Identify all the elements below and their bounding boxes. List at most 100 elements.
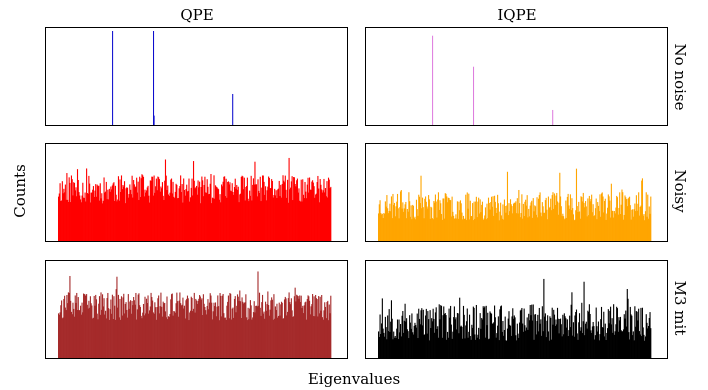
iqpe-m3-bar-269 bbox=[581, 333, 584, 358]
iqpe-m3-bar-3 bbox=[380, 333, 382, 358]
qpe-m3-bar-184 bbox=[197, 300, 199, 358]
iqpe-m3-bar-117 bbox=[466, 308, 468, 358]
iqpe-noisy-bar-247 bbox=[565, 200, 567, 241]
qpe-noisy-bar-259 bbox=[254, 161, 256, 241]
iqpe-noisy-bar-95 bbox=[450, 200, 452, 241]
qpe-noisy-bar-170 bbox=[186, 191, 189, 241]
iqpe-m3-bar-268 bbox=[581, 302, 583, 358]
iqpe-m3-bar-217 bbox=[542, 331, 544, 358]
iqpe-noisy-bar-274 bbox=[585, 206, 587, 241]
qpe-noisy-bar-280 bbox=[270, 188, 272, 241]
iqpe-noisy-bar-189 bbox=[521, 194, 523, 241]
iqpe-m3-bar-196 bbox=[526, 317, 528, 358]
qpe-noisy-bar-297 bbox=[283, 180, 285, 241]
iqpe-m3-bar-62 bbox=[425, 315, 427, 358]
iqpe-noisy-bar-253 bbox=[569, 194, 571, 241]
qpe-noisy-bar-67 bbox=[108, 188, 110, 241]
iqpe-m3-bar-176 bbox=[511, 316, 513, 358]
qpe-m3-bar-334 bbox=[311, 304, 313, 358]
iqpe-noisy-bar-68 bbox=[429, 218, 431, 241]
iqpe-m3-bar-303 bbox=[607, 309, 609, 358]
iqpe-m3-bar-243 bbox=[562, 314, 564, 358]
qpe-m3-bar-319 bbox=[299, 302, 302, 358]
qpe-m3-bar-307 bbox=[290, 298, 292, 358]
iqpe-noisy-bar-326 bbox=[625, 197, 627, 241]
qpe-m3-bar-92 bbox=[127, 294, 129, 358]
iqpe-noisy-bar-264 bbox=[578, 201, 580, 241]
qpe-noisy-bar-234 bbox=[235, 188, 237, 241]
qpe-m3-bar-146 bbox=[168, 316, 170, 358]
iqpe-noisy-bar-57 bbox=[421, 208, 423, 241]
iqpe-noisy-bar-301 bbox=[606, 213, 608, 241]
iqpe-noisy-bar-248 bbox=[566, 217, 568, 241]
iqpe-noisy-bar-266 bbox=[579, 218, 581, 241]
iqpe-noisy-bar-10 bbox=[385, 206, 387, 241]
qpe-noisy-bar-50 bbox=[95, 196, 98, 241]
qpe-m3-bar-270 bbox=[262, 313, 264, 358]
iqpe-m3-bar-326 bbox=[625, 310, 627, 358]
qpe-m3-bar-103 bbox=[136, 319, 138, 358]
qpe-m3-bar-268 bbox=[261, 302, 263, 358]
qpe-noisy-bar-189 bbox=[201, 176, 203, 241]
iqpe-m3-bar-18 bbox=[391, 318, 393, 358]
iqpe-noisy-bar-312 bbox=[614, 213, 616, 241]
qpe-m3-bar-287 bbox=[275, 310, 277, 358]
qpe-m3-bar-299 bbox=[284, 296, 286, 358]
qpe-noisy-frame bbox=[45, 143, 348, 242]
iqpe-noisy-bar-297 bbox=[603, 212, 605, 241]
qpe-m3-bar-24 bbox=[76, 292, 78, 358]
iqpe-m3-bar-297 bbox=[603, 311, 605, 358]
qpe-m3-bar-355 bbox=[327, 300, 329, 358]
iqpe-m3-bar-36 bbox=[405, 321, 407, 358]
qpe-noisy-bar-132 bbox=[158, 177, 160, 241]
qpe-m3-bar-335 bbox=[312, 294, 314, 358]
qpe-m3-bar-127 bbox=[154, 302, 156, 358]
iqpe-m3-bar-112 bbox=[462, 305, 465, 358]
iqpe-m3-bar-149 bbox=[490, 313, 493, 358]
qpe-m3-bar-349 bbox=[322, 319, 324, 358]
qpe-m3-bar-107 bbox=[139, 305, 141, 358]
qpe-noisy-bar-236 bbox=[236, 189, 239, 241]
qpe-noisy-bar-288 bbox=[276, 198, 278, 241]
qpe-m3-bar-7 bbox=[63, 298, 65, 358]
qpe-noisy-bar-151 bbox=[172, 181, 174, 241]
iqpe-noisy-bar-149 bbox=[490, 196, 493, 241]
qpe-m3-bar-25 bbox=[76, 309, 79, 358]
qpe-noisy-bar-33 bbox=[83, 197, 85, 241]
iqpe-noisy-bar-103 bbox=[456, 218, 458, 241]
qpe-noisy-bar-86 bbox=[123, 186, 125, 241]
iqpe-noisy-bar-46 bbox=[412, 205, 414, 241]
iqpe-noisy-bar-307 bbox=[610, 183, 612, 241]
panel-iqpe-no-noise bbox=[365, 27, 668, 126]
qpe-noisy-bar-53 bbox=[98, 185, 100, 241]
qpe-noisy-bar-27 bbox=[78, 192, 80, 241]
iqpe-noisy-bar-226 bbox=[549, 206, 551, 241]
qpe-m3-bar-291 bbox=[278, 302, 280, 358]
iqpe-m3-bar-233 bbox=[554, 325, 556, 358]
qpe-m3-bar-57 bbox=[101, 309, 103, 358]
iqpe-m3-bar-130 bbox=[476, 337, 478, 358]
iqpe-noisy-bar-277 bbox=[588, 215, 590, 241]
iqpe-m3-bar-100 bbox=[453, 306, 455, 358]
iqpe-noisy-bar-302 bbox=[607, 207, 609, 241]
qpe-noisy-bar-105 bbox=[137, 181, 139, 241]
qpe-noisy-bar-158 bbox=[177, 198, 179, 241]
iqpe-m3-bar-177 bbox=[512, 308, 514, 358]
iqpe-m3-bar-35 bbox=[404, 303, 406, 358]
iqpe-noisy-bar-59 bbox=[422, 207, 424, 241]
qpe-m3-bar-168 bbox=[185, 300, 187, 358]
qpe-m3-bar-293 bbox=[280, 304, 282, 358]
iqpe-noisy-bar-193 bbox=[524, 201, 526, 241]
iqpe-m3-bar-106 bbox=[458, 333, 460, 358]
qpe-m3-bar-292 bbox=[279, 315, 281, 358]
qpe-m3-bar-228 bbox=[230, 319, 233, 358]
iqpe-m3-bar-19 bbox=[392, 339, 394, 358]
iqpe-m3-bar-80 bbox=[438, 304, 440, 358]
iqpe-noisy-bar-160 bbox=[499, 211, 501, 241]
iqpe-noisy-bar-2 bbox=[379, 200, 381, 241]
iqpe-noisy-bar-245 bbox=[563, 219, 565, 241]
iqpe-noisy-bar-355 bbox=[647, 194, 649, 241]
qpe-noisy-bar-287 bbox=[275, 190, 277, 241]
qpe-noisy-bar-318 bbox=[299, 200, 301, 241]
qpe-m3-bar-285 bbox=[274, 318, 276, 358]
